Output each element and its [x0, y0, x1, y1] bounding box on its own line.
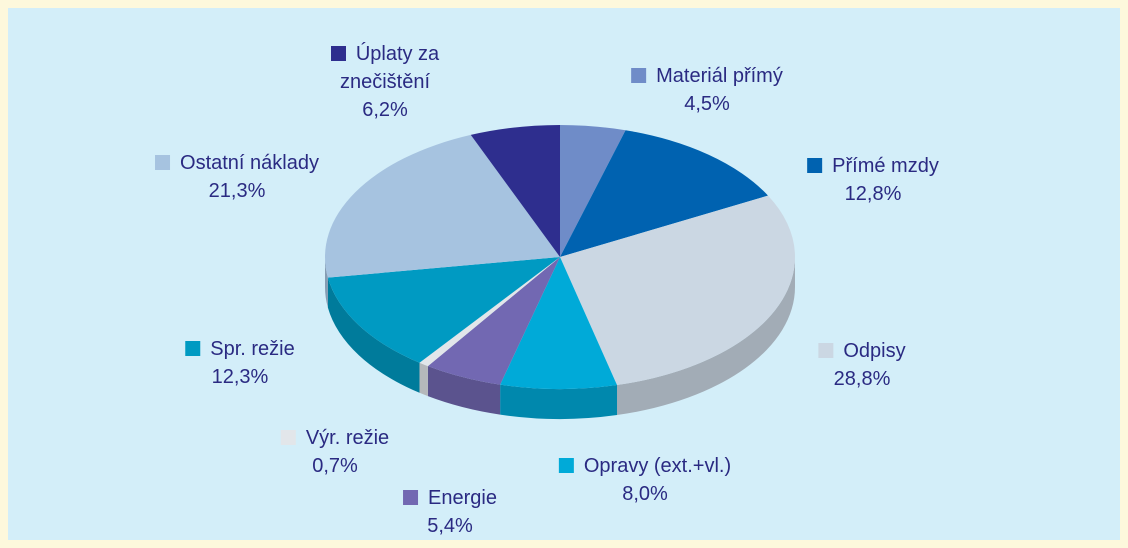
value-label: 4,5% [684, 93, 730, 115]
slice-name: Ostatní náklady [180, 152, 319, 174]
legend-swatch [280, 430, 296, 445]
slice [419, 257, 560, 367]
slice [560, 195, 795, 386]
value-label: 12,3% [211, 366, 269, 388]
slice-name: Výr. režie [305, 427, 390, 449]
slice [500, 257, 618, 389]
slice-side [419, 362, 428, 397]
slice-label: Energie 5,4% [403, 484, 497, 540]
slice-label: Odpisy 28,8% [818, 337, 906, 393]
slice-side [325, 257, 328, 308]
slice-name: Přímé mzdy [832, 155, 939, 177]
slice-name: Opravy (ext.+vl.) [583, 455, 732, 477]
slice-label: Přímé mzdy 12,8% [807, 152, 939, 208]
slice [560, 130, 769, 257]
legend-swatch [330, 46, 346, 61]
slice [560, 125, 626, 257]
legend-swatch [818, 343, 834, 358]
legend-swatch [807, 158, 823, 173]
slice-name: Spr. režie [210, 338, 295, 360]
slice-side [427, 366, 501, 415]
value-label: 8,0% [622, 483, 668, 505]
legend-swatch [155, 155, 171, 170]
slice-label: Ostatní náklady 21,3% [155, 149, 319, 205]
value-label: 6,2% [362, 99, 408, 121]
slice [470, 125, 560, 257]
slice-side [617, 257, 795, 416]
slice-label: Materiál přímý 4,5% [631, 62, 783, 118]
slice-name: Odpisy [843, 340, 906, 362]
slice-name: Materiál přímý [656, 65, 783, 87]
slice-label: Výr. režie 0,7% [280, 424, 390, 480]
value-label: 12,8% [844, 183, 902, 205]
slice-side [500, 384, 618, 419]
slice-name: Energie [428, 487, 497, 509]
slice-label: Opravy (ext.+vl.) 8,0% [558, 452, 732, 508]
value-label: 21,3% [208, 180, 266, 202]
legend-swatch [558, 458, 574, 473]
legend-swatch [631, 68, 647, 83]
slice-side [327, 277, 420, 393]
slice-label: Úplaty za znečištění 6,2% [310, 40, 460, 124]
slice [325, 134, 560, 278]
slice [327, 257, 560, 363]
value-label: 5,4% [427, 515, 473, 537]
legend-swatch [403, 490, 419, 505]
legend-swatch [185, 341, 201, 356]
slice-label: Spr. režie 12,3% [185, 335, 295, 391]
value-label: 0,7% [312, 455, 358, 477]
value-label: 28,8% [833, 368, 891, 390]
slice-name: Úplaty za znečištění [339, 43, 440, 93]
slice [427, 257, 560, 385]
